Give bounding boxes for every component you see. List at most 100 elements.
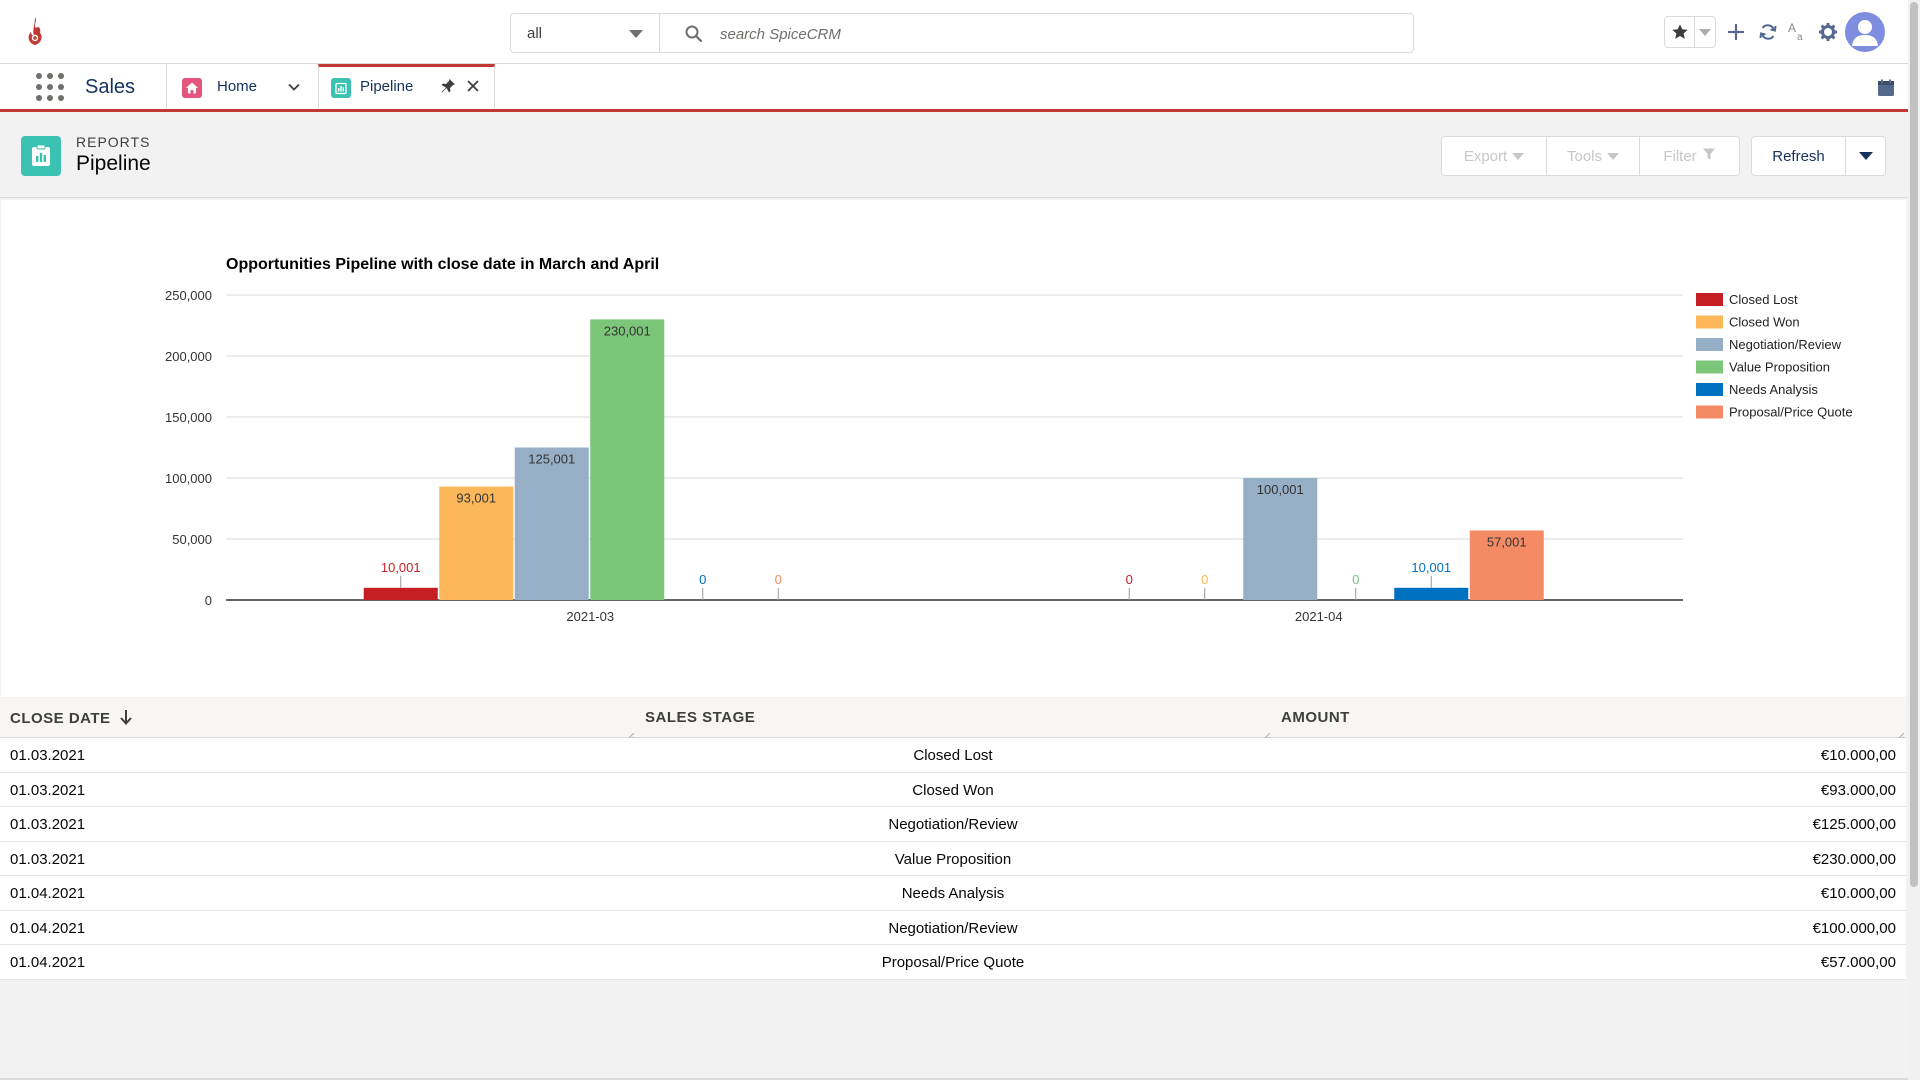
star-icon[interactable] [1665,17,1695,47]
pin-icon[interactable] [439,77,457,95]
cell-close-date: 01.04.2021 [10,919,86,937]
chart-bar [514,447,589,600]
table-row[interactable]: 01.03.2021 Closed Won €93.000,00 [0,772,1906,807]
legend-label: Value Proposition [1729,360,1830,375]
cell-close-date: 01.03.2021 [10,747,86,764]
data-label: 10,001 [1411,560,1451,575]
y-tick-label: 250,000 [165,288,212,303]
cell-sales-stage: Negotiation/Review [888,919,1018,937]
cell-amount: €230.000,00 [1812,850,1896,868]
search-input[interactable] [720,23,1380,45]
app-name: Sales [85,76,136,98]
more-actions-button[interactable] [1846,136,1886,176]
refresh-button-group: Refresh [1751,136,1886,176]
notes-icon[interactable] [1876,78,1896,98]
object-type-label: REPORTS [76,134,151,150]
legend-label: Proposal/Price Quote [1729,405,1853,420]
table-row[interactable]: 01.03.2021 Negotiation/Review €125.000,0… [0,807,1906,842]
caret-down-icon [629,30,643,38]
legend-label: Needs Analysis [1729,382,1818,397]
tools-button[interactable]: Tools [1547,136,1640,176]
cell-sales-stage: Closed Lost [913,747,993,764]
data-label: 0 [1352,572,1359,587]
refresh-icon[interactable] [1756,20,1780,44]
data-label: 93,001 [456,491,496,506]
legend-swatch [1696,315,1723,329]
data-label: 0 [699,572,706,587]
table-row[interactable]: 01.04.2021 Proposal/Price Quote €57.000,… [0,945,1906,980]
home-icon [182,78,202,98]
chart-bar [1469,530,1544,600]
chart-bar [439,486,514,600]
cell-amount: €93.000,00 [1820,781,1896,799]
chart-bar [590,319,665,600]
close-icon[interactable] [465,78,481,94]
chart-title: Opportunities Pipeline with close date i… [226,256,659,273]
data-label: 0 [775,572,782,587]
table-row[interactable]: 01.04.2021 Negotiation/Review €100.000,0… [0,910,1906,945]
column-resize-handle[interactable] [1895,728,1905,742]
data-label: 10,001 [381,560,421,575]
refresh-button[interactable]: Refresh [1751,136,1846,176]
filter-button-label: Filter [1663,147,1697,165]
avatar[interactable] [1845,12,1885,52]
spicecrm-logo-icon[interactable] [25,16,45,46]
cell-sales-stage: Proposal/Price Quote [881,954,1025,971]
tab-home[interactable]: Home [166,64,318,109]
favorites-button-group[interactable] [1664,16,1716,48]
caret-down-icon [1858,152,1873,160]
cell-amount: €10.000,00 [1820,885,1896,902]
page-scrollbar[interactable] [1908,0,1920,1080]
caret-down-icon[interactable] [1699,29,1711,36]
legend-label: Closed Won [1729,315,1800,330]
add-icon[interactable] [1724,20,1748,44]
data-label: 100,001 [1257,482,1304,497]
app-nav-bar: Sales Home Pipeline [0,64,1908,112]
cell-sales-stage: Negotiation/Review [888,816,1018,833]
y-tick-label: 0 [205,593,212,608]
legend-swatch [1696,360,1723,374]
legend-label: Closed Lost [1729,292,1798,307]
column-header-sales-stage[interactable]: SALES STAGE [645,709,756,726]
chart-bar [1243,477,1318,600]
legend-swatch [1696,293,1723,306]
cell-amount: €10.000,00 [1820,747,1896,764]
column-header-amount[interactable]: AMOUNT [1281,709,1350,726]
report-icon [331,78,351,98]
tab-pipeline[interactable]: Pipeline [318,64,495,109]
y-tick-label: 100,000 [165,471,212,486]
search-icon [684,24,704,44]
cell-sales-stage: Value Proposition [894,850,1012,868]
table-row[interactable]: 01.04.2021 Needs Analysis €10.000,00 [0,876,1906,911]
column-resize-handle[interactable] [1261,728,1271,742]
search-scope-value: all [527,25,543,42]
export-button[interactable]: Export [1441,136,1547,176]
gear-icon[interactable] [1816,20,1840,44]
scrollbar-thumb[interactable] [1910,2,1918,887]
app-launcher-icon[interactable] [36,73,64,101]
cell-amount: €125.000,00 [1812,816,1896,833]
global-search[interactable] [659,13,1414,53]
search-scope-select[interactable]: all [510,13,660,53]
table-row[interactable]: 01.03.2021 Value Proposition €230.000,00 [0,841,1906,876]
x-tick-label: 2021-04 [1295,609,1343,624]
caret-down-icon [1512,152,1525,160]
filter-icon [1702,147,1716,165]
tab-label-pipeline: Pipeline [360,78,414,95]
top-header: all Aa [0,0,1908,64]
cell-sales-stage: Closed Won [912,781,994,799]
column-header-label: CLOSE DATE [10,710,111,727]
chevron-down-icon[interactable] [287,80,301,94]
legend-label: Negotiation/Review [1729,337,1842,352]
cell-close-date: 01.03.2021 [10,781,86,799]
chart-card: Opportunities Pipeline with close date i… [1,200,1906,697]
table-row[interactable]: 01.03.2021 Closed Lost €10.000,00 [0,738,1906,773]
legend-swatch [1696,338,1723,351]
filter-button[interactable]: Filter [1640,136,1740,176]
column-resize-handle[interactable] [625,728,635,742]
page-header: REPORTS Pipeline Export Tools Filter Ref… [0,112,1908,198]
y-tick-label: 150,000 [165,410,212,425]
tools-button-label: Tools [1566,147,1603,165]
column-header-close-date[interactable]: CLOSE DATE [10,709,133,729]
